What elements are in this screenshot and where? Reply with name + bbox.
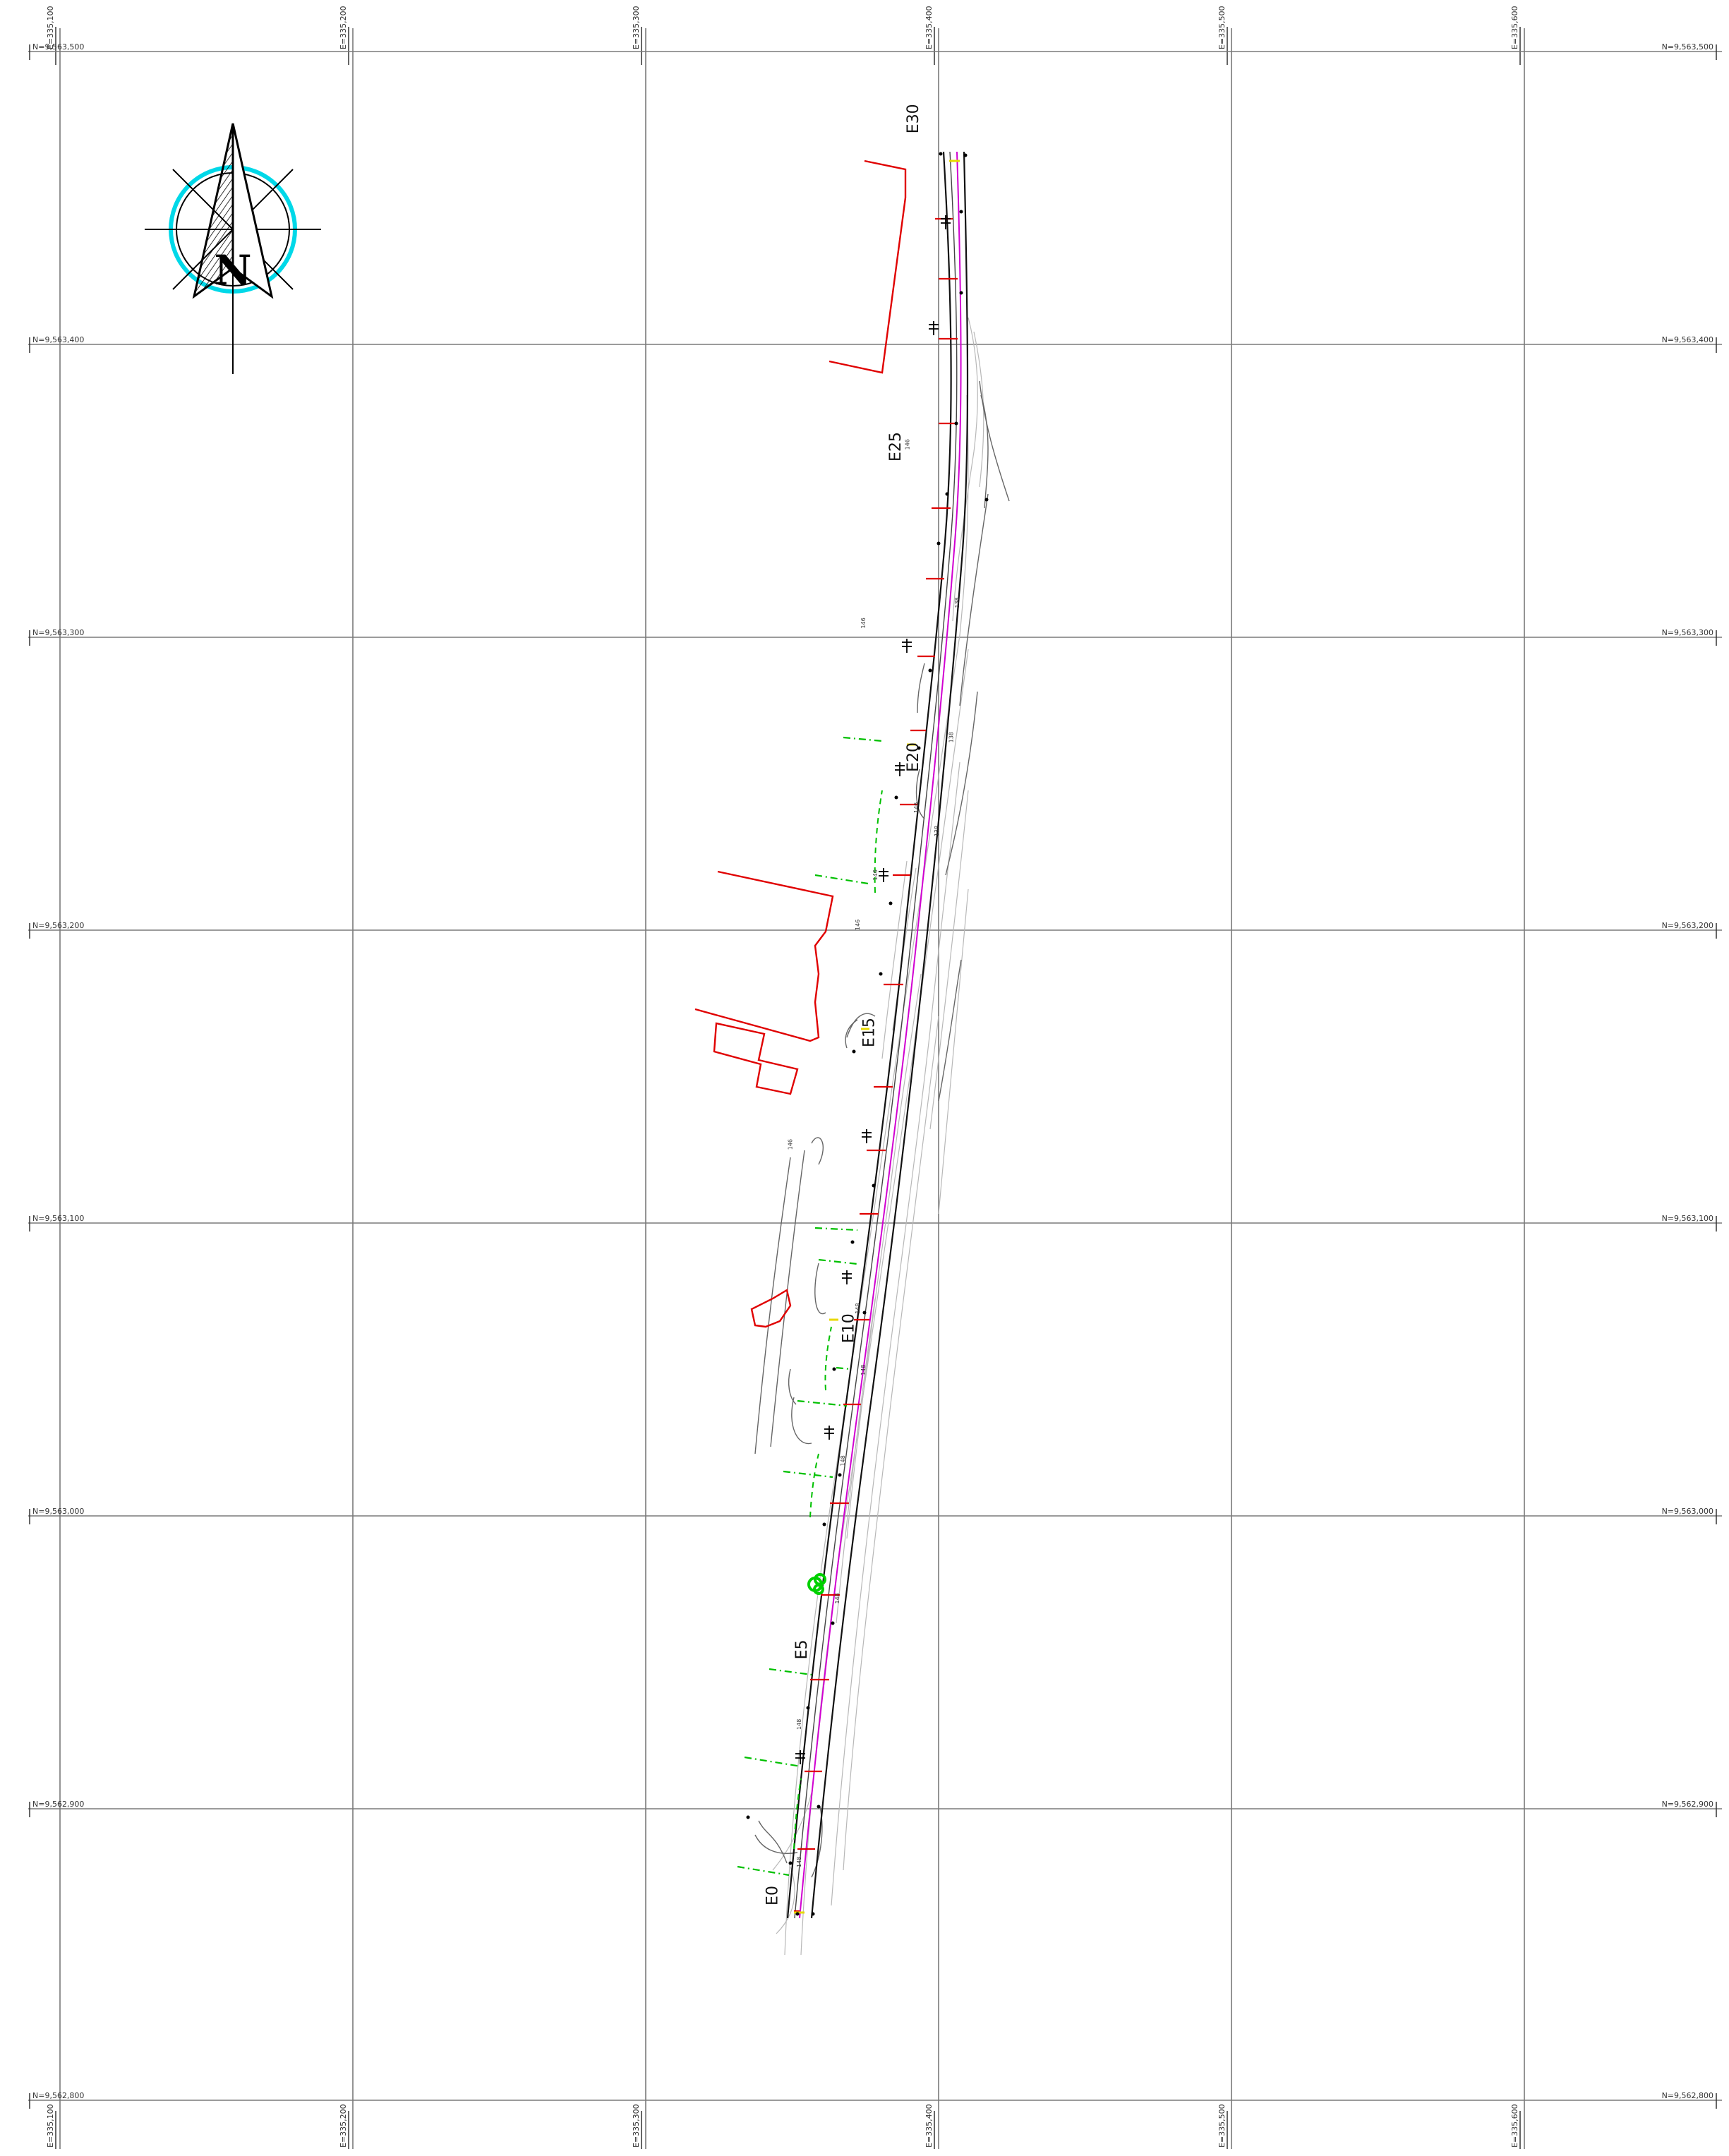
pole-symbol — [895, 762, 905, 776]
utility-poles — [746, 152, 989, 1916]
easting-label-bottom: E=335,600 — [1510, 2104, 1519, 2148]
easting-label-bottom: E=335,200 — [339, 2104, 348, 2148]
contour-label: 148 — [834, 1593, 841, 1603]
pole-symbol — [929, 321, 939, 335]
road-inner-line — [794, 151, 958, 1919]
northing-label-right: N=9,563,300 — [1662, 628, 1713, 637]
boundary-small-lot — [750, 1289, 792, 1328]
northing-label-left: N=9,563,100 — [32, 1214, 84, 1223]
contour-label: 148 — [796, 1857, 802, 1867]
northing-label-right: N=9,563,200 — [1662, 921, 1713, 930]
contour-label: 148 — [860, 1365, 867, 1375]
northing-label-left: N=9,563,300 — [32, 628, 84, 637]
northing-label-right: N=9,563,400 — [1662, 335, 1713, 344]
pole-symbol — [902, 639, 912, 653]
road-right-edge — [810, 151, 969, 1919]
boundary-north — [829, 159, 907, 374]
contour-label: 138 — [934, 826, 940, 836]
contour-label: 146 — [905, 439, 911, 450]
northing-label-left: N=9,563,200 — [32, 921, 84, 930]
contour-label: 148 — [855, 1303, 861, 1313]
northing-label-right: N=9,563,000 — [1662, 1507, 1713, 1516]
station-label: E5 — [793, 1639, 811, 1659]
contour-label: 148 — [796, 1719, 802, 1730]
contour-elevation-labels: 148 148 148 148 148 148 146 146 146 146 146 146 138 1… — [788, 439, 961, 1867]
station-label: E10 — [841, 1313, 858, 1343]
contour-label: 146 — [788, 1139, 794, 1150]
northing-label-left: N=9,562,800 — [32, 2091, 84, 2100]
pole-symbol — [941, 215, 951, 229]
grid-coordinate-labels: E=335,100 E=335,100 E=335,200 E=335,200 E=33… — [32, 6, 1713, 2148]
easting-label-top: E=335,600 — [1510, 6, 1519, 49]
easting-label-top: E=335,200 — [339, 6, 348, 49]
northing-label-left: N=9,563,400 — [32, 335, 84, 344]
north-arrow-letter: N — [214, 246, 251, 294]
station-label: E25 — [887, 432, 905, 462]
contour-label: 138 — [954, 597, 960, 608]
road-alignment — [786, 151, 969, 1919]
easting-label-top: E=335,400 — [924, 6, 934, 49]
coordinate-grid — [28, 27, 1722, 2149]
contour-label: 146 — [860, 618, 867, 628]
boundary-building — [713, 1022, 799, 1095]
easting-label-bottom: E=335,100 — [46, 2104, 55, 2148]
easting-label-bottom: E=335,300 — [632, 2104, 641, 2148]
northing-label-right: N=9,562,900 — [1662, 1800, 1713, 1809]
easting-label-top: E=335,300 — [632, 6, 641, 49]
pole-symbol — [824, 1426, 834, 1440]
road-features — [737, 159, 960, 1914]
easting-label-top: E=335,100 — [46, 6, 55, 49]
station-label: E30 — [905, 104, 922, 133]
station-label: E15 — [861, 1018, 879, 1047]
terrain-contours — [754, 317, 1010, 1956]
northing-label-left: N=9,562,900 — [32, 1800, 84, 1809]
northing-label-right: N=9,562,800 — [1662, 2091, 1713, 2100]
pole-symbol — [795, 1750, 805, 1764]
northing-label-left: N=9,563,500 — [32, 42, 84, 52]
pole-symbol — [842, 1270, 852, 1284]
northing-label-left: N=9,563,000 — [32, 1507, 84, 1516]
station-label: E20 — [905, 742, 922, 772]
road-centerline — [799, 151, 962, 1919]
contour-label: 148 — [840, 1455, 846, 1466]
contour-label: 146 — [913, 802, 920, 813]
contour-label: 146 — [872, 869, 879, 880]
contour-label: 138 — [948, 732, 955, 742]
property-boundaries — [694, 159, 907, 1328]
easting-label-bottom: E=335,500 — [1217, 2104, 1227, 2148]
north-arrow-plain-half — [231, 123, 274, 299]
pole-symbol — [879, 868, 888, 882]
contour-label: 146 — [855, 920, 861, 930]
easting-label-top: E=335,500 — [1217, 6, 1227, 49]
station-label: E0 — [764, 1886, 782, 1905]
northing-label-right: N=9,563,500 — [1662, 42, 1713, 52]
north-arrow-icon: N — [145, 123, 321, 374]
station-labels: E0 E5 E10 E15 E20 E25 E30 — [764, 104, 922, 1905]
easting-label-bottom: E=335,400 — [924, 2104, 934, 2148]
boundary-middle — [694, 870, 834, 1042]
pole-symbol — [862, 1129, 872, 1143]
northing-label-right: N=9,563,100 — [1662, 1214, 1713, 1223]
